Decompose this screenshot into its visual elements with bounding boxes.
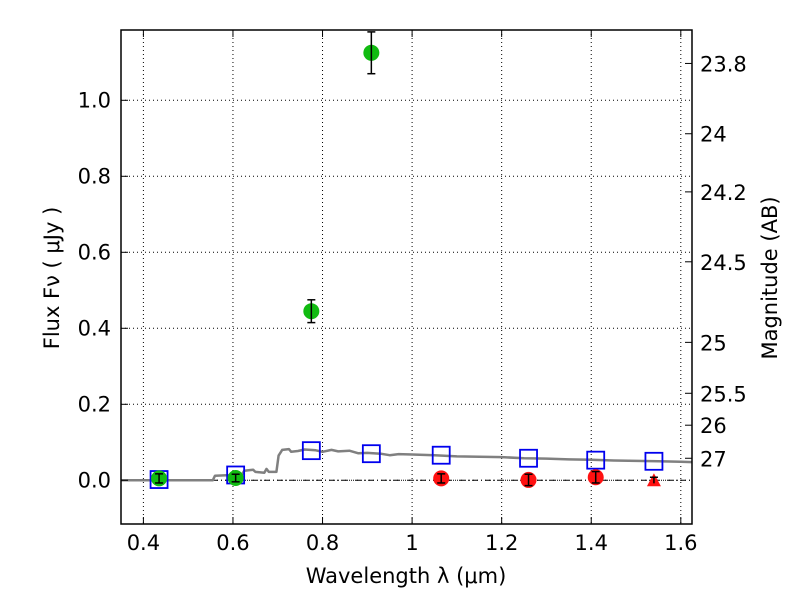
- model-band-square: [301, 441, 321, 461]
- x-axis-label: Wavelength λ (μm): [306, 564, 507, 588]
- y2-tick-label: 25.5: [700, 382, 747, 406]
- y2-tick-label: 24.5: [700, 251, 747, 275]
- plot-frame: [120, 29, 693, 525]
- y2-axis-label: Magnitude (AB): [758, 196, 782, 359]
- y2-tick-label: 26: [700, 414, 727, 438]
- model-band-square: [644, 451, 664, 471]
- model-spectrum-line: [121, 447, 693, 482]
- x-tick-label: 0.8: [306, 531, 339, 555]
- x-tick-label: 0.4: [127, 531, 160, 555]
- y-axis-label: Flux Fν ( μJy ): [40, 207, 64, 350]
- model-spectrum: [121, 447, 693, 482]
- y-tick-labels: 0.0 0.2 0.4 0.6 0.8 1.0: [78, 88, 111, 492]
- model-band-square: [586, 450, 606, 470]
- x-tick-label: 0.6: [216, 531, 249, 555]
- y2-tick-label: 27: [700, 447, 727, 471]
- y2-tick-label: 24.2: [700, 181, 747, 205]
- x-tick-label: 1.4: [575, 531, 608, 555]
- y2-tick-labels: 23.8 24 24.2 24.5 25 25.5 26 27: [700, 52, 747, 471]
- x-tick-label: 1.2: [485, 531, 518, 555]
- y2-tick-label: 25: [700, 331, 727, 355]
- y-tick-label: 1.0: [78, 88, 111, 112]
- y2-tick-label: 24: [700, 123, 727, 147]
- y-tick-label: 0.0: [78, 468, 111, 492]
- y-tick-label: 0.4: [78, 316, 111, 340]
- y-tick-label: 0.8: [78, 164, 111, 188]
- y2-tick-label: 23.8: [700, 52, 747, 76]
- model-band-square: [519, 448, 538, 468]
- tick-marks: [121, 30, 692, 524]
- model-band-square: [361, 444, 381, 464]
- model-band-square: [431, 445, 451, 465]
- data-points: [149, 31, 664, 489]
- x-tick-labels: 0.4 0.6 0.8 1 1.2 1.4 1.6: [127, 531, 698, 555]
- y-tick-label: 0.2: [78, 392, 111, 416]
- x-tick-label: 1: [405, 531, 418, 555]
- y-tick-label: 0.6: [78, 240, 111, 264]
- x-tick-label: 1.6: [664, 531, 697, 555]
